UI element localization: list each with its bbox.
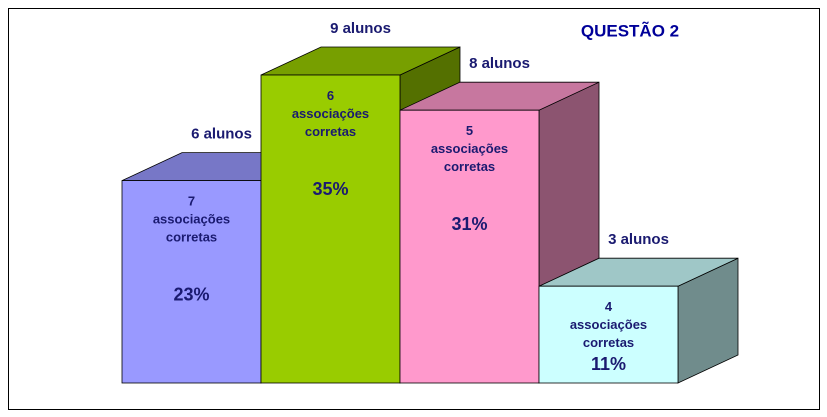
value-label: 31% [451, 214, 487, 234]
category-label: 7 associações corretas [153, 194, 230, 245]
value-label: 35% [312, 179, 348, 199]
bar-annotation: 9 alunos [330, 20, 391, 37]
category-label: 4 associações corretas [570, 300, 647, 351]
bar [260, 74, 401, 384]
bar [399, 109, 540, 384]
bar-annotation: 3 alunos [608, 231, 669, 248]
bar [538, 285, 679, 384]
value-label: 11% [591, 354, 626, 374]
bar-annotation: 6 alunos [191, 126, 252, 143]
category-label: 5 associações corretas [431, 124, 508, 175]
category-label: 6 associações corretas [292, 88, 369, 139]
chart-title: QUESTÃO 2 [581, 20, 679, 40]
bar [121, 180, 262, 384]
bar-annotation: 8 alunos [469, 55, 530, 72]
value-label: 23% [173, 284, 209, 304]
